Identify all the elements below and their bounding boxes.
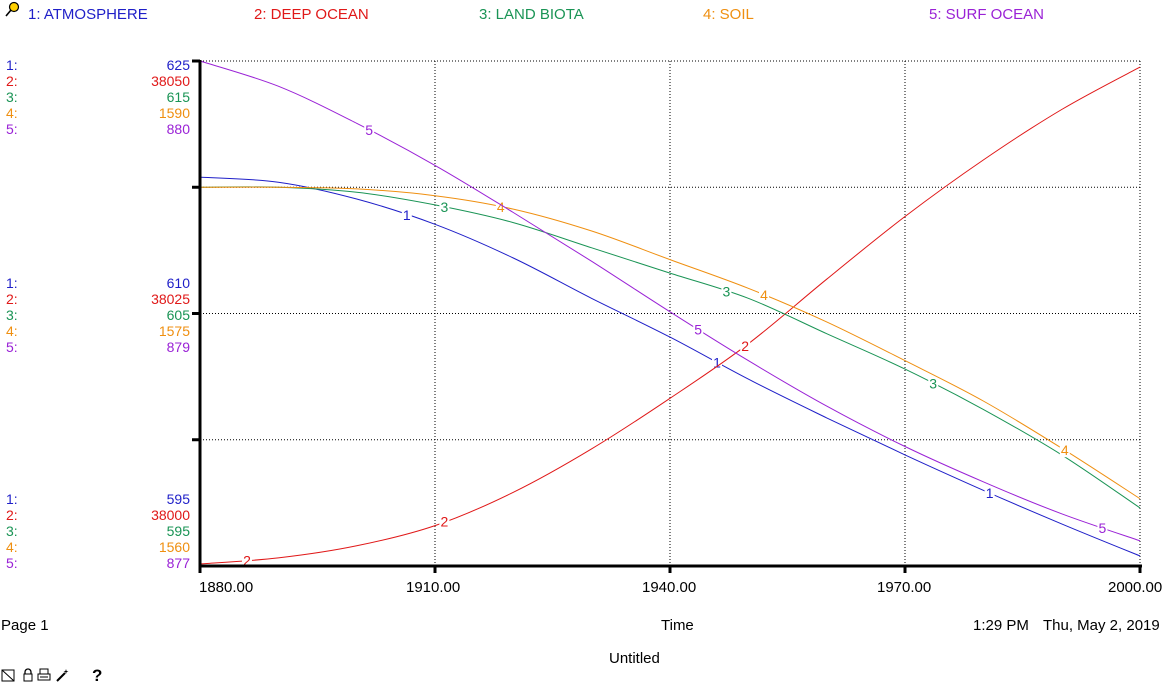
series-marker-soil-0: 4: [497, 199, 505, 215]
scale-top-val-5: 880: [166, 121, 190, 137]
scale-mid-val-4: 1575: [158, 323, 190, 339]
scale-bot-val-1: 595: [166, 491, 190, 507]
scale-bot-num-3: 3:: [6, 523, 18, 539]
scale-bot-num-4: 4:: [6, 539, 18, 555]
x-axis-label: Time: [661, 617, 694, 634]
page-label: Page 1: [1, 617, 49, 634]
scale-bot-num-2: 2:: [6, 507, 18, 523]
legend-item-land-biota: 3: LAND BIOTA: [479, 6, 584, 23]
series-line-atmosphere: [199, 176, 1141, 557]
date-stamp: Thu, May 2, 2019: [1043, 617, 1160, 634]
series-marker-bg-soil-0: [495, 198, 506, 214]
series-line-deep-ocean: [199, 66, 1141, 565]
scale-mid-num-3: 3:: [6, 307, 18, 323]
x-tick-label-2000: 2000.00: [1108, 579, 1162, 596]
print-icon[interactable]: [37, 668, 51, 682]
line-chart: 1 1 1 2 2 2 3 3 3 4 4 4 5 5 5: [192, 59, 1142, 573]
scale-mid-num-2: 2:: [6, 291, 18, 307]
series-marker-soil-1: 4: [760, 287, 768, 303]
scale-mid-val-1: 610: [166, 275, 190, 291]
series-marker-deep-ocean-2: 2: [243, 552, 251, 568]
series-line-surf-ocean: [199, 60, 1141, 542]
page-turn-icon[interactable]: [1, 668, 15, 682]
series-marker-land-biota-2: 3: [929, 376, 937, 392]
scale-mid-num-1: 1:: [6, 275, 18, 291]
series-marker-bg-atmosphere-0: [401, 207, 412, 223]
scale-top-val-3: 615: [166, 89, 190, 105]
scale-mid-val-3: 605: [166, 307, 190, 323]
scale-mid-val-5: 879: [166, 339, 190, 355]
series-marker-deep-ocean-0: 2: [741, 338, 749, 354]
series-marker-bg-deep-ocean-2: [242, 552, 252, 568]
scale-mid-num-5: 5:: [6, 339, 18, 355]
scale-mid-val-2: 38025: [151, 291, 190, 307]
legend-item-soil: 4: SOIL: [703, 6, 754, 23]
series-marker-atmosphere-1: 1: [713, 354, 721, 370]
scale-top-val-4: 1590: [158, 105, 190, 121]
scale-top-val-1: 625: [166, 57, 190, 73]
series-marker-bg-surf-ocean-1: [693, 321, 704, 337]
scale-top-num-3: 3:: [6, 89, 18, 105]
scale-bot-num-1: 1:: [6, 491, 18, 507]
legend-item-deep-ocean: 2: DEEP OCEAN: [254, 6, 369, 23]
series-marker-bg-surf-ocean-0: [364, 122, 375, 138]
series-marker-bg-soil-1: [759, 286, 769, 302]
legend-item-atmosphere: 1: ATMOSPHERE: [28, 6, 148, 23]
scale-top-val-2: 38050: [151, 73, 190, 89]
series-marker-bg-land-biota-0: [439, 199, 450, 215]
x-tick-label-1910: 1910.00: [406, 579, 461, 596]
series-marker-bg-land-biota-1: [721, 283, 732, 299]
lock-icon[interactable]: [21, 668, 35, 682]
series-marker-atmosphere-0: 1: [403, 207, 411, 223]
x-tick-label-1970: 1970.00: [877, 579, 932, 596]
scale-bot-num-5: 5:: [6, 555, 18, 571]
scale-top-num-2: 2:: [6, 73, 18, 89]
scale-top-num-5: 5:: [6, 121, 18, 137]
pin-icon[interactable]: [4, 1, 20, 17]
legend-item-surf-ocean: 5: SURF OCEAN: [929, 6, 1045, 23]
series-marker-atmosphere-2: 1: [986, 485, 994, 501]
x-tick-label-1940: 1940.00: [642, 579, 697, 596]
help-button[interactable]: ?: [92, 666, 103, 685]
series-line-land-biota: [199, 186, 1141, 509]
series-marker-bg-deep-ocean-0: [740, 337, 751, 353]
scale-bot-val-5: 877: [166, 555, 190, 571]
series-marker-soil-2: 4: [1061, 442, 1069, 458]
series-marker-bg-land-biota-2: [928, 375, 939, 391]
series-marker-surf-ocean-2: 5: [1099, 520, 1107, 536]
series-marker-land-biota-0: 3: [441, 199, 449, 215]
series-marker-bg-atmosphere-1: [712, 354, 722, 370]
scale-top-num-4: 4:: [6, 105, 18, 121]
scale-bot-val-3: 595: [166, 523, 190, 539]
series-marker-deep-ocean-1: 2: [441, 514, 449, 530]
series-marker-bg-soil-2: [1059, 442, 1070, 458]
model-title: Untitled: [609, 650, 660, 667]
time-stamp: 1:29 PM: [973, 617, 1029, 634]
scale-mid-num-4: 4:: [6, 323, 18, 339]
scale-bot-val-4: 1560: [158, 539, 190, 555]
series-marker-surf-ocean-0: 5: [365, 122, 373, 138]
series-marker-bg-surf-ocean-2: [1097, 519, 1108, 535]
scale-top-num-1: 1:: [6, 57, 18, 73]
series-line-soil: [199, 186, 1141, 500]
series-marker-land-biota-1: 3: [723, 283, 731, 299]
series-marker-bg-atmosphere-2: [984, 484, 995, 500]
series-marker-bg-deep-ocean-1: [439, 513, 450, 529]
scale-bot-val-2: 38000: [151, 507, 190, 523]
x-tick-label-1880: 1880.00: [199, 579, 254, 596]
magic-wand-icon[interactable]: [55, 668, 69, 682]
series-marker-surf-ocean-1: 5: [694, 321, 702, 337]
